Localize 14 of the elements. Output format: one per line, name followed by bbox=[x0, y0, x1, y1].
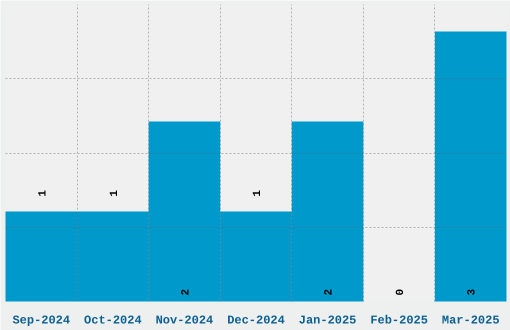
data-label: 0 bbox=[395, 288, 408, 296]
data-label: 1 bbox=[37, 190, 50, 197]
x-tick-label: Oct-2024 bbox=[84, 314, 142, 328]
x-tick-label: Sep-2024 bbox=[12, 314, 70, 328]
x-tick-label: Jan-2025 bbox=[298, 314, 356, 328]
data-label: 3 bbox=[466, 288, 479, 296]
data-label: 1 bbox=[252, 190, 264, 197]
data-label: 1 bbox=[108, 190, 121, 197]
data-label: 2 bbox=[180, 288, 192, 296]
data-label: 2 bbox=[324, 288, 336, 296]
x-tick-label: Feb-2025 bbox=[370, 314, 428, 328]
x-tick-label: Nov-2024 bbox=[156, 314, 214, 328]
x-tick-label: Mar-2025 bbox=[442, 314, 500, 328]
x-tick-label: Dec-2024 bbox=[227, 314, 285, 328]
